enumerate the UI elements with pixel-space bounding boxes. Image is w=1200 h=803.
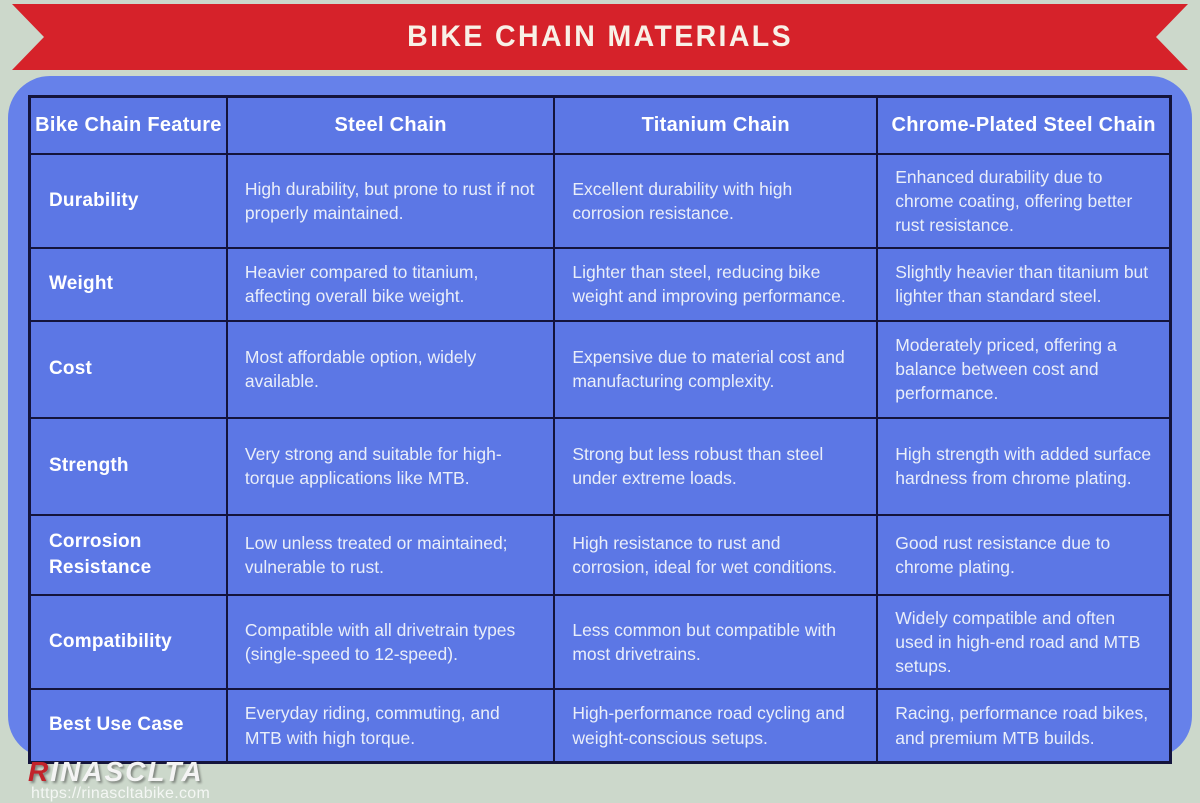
- titanium-chain-cell: Lighter than steel, reducing bike weight…: [553, 246, 879, 322]
- steel-chain-cell: High durability, but prone to rust if no…: [225, 152, 556, 249]
- feature-label: Best Use Case: [28, 688, 228, 764]
- titanium-chain-cell: High-performance road cycling and weight…: [553, 688, 879, 764]
- table-row: Best Use Case Everyday riding, commuting,…: [28, 688, 1172, 764]
- feature-label: Compatibility: [28, 593, 228, 691]
- feature-label: Durability: [28, 152, 228, 249]
- steel-chain-cell: Compatible with all drivetrain types (si…: [225, 593, 556, 691]
- steel-chain-cell: Heavier compared to titanium, affecting …: [225, 246, 556, 322]
- feature-label: Corrosion Resistance: [28, 513, 228, 596]
- column-header-feature: Bike Chain Feature: [28, 95, 228, 155]
- table-row: Weight Heavier compared to titanium, affe…: [28, 246, 1172, 322]
- brand-logo-initial: R: [28, 756, 51, 787]
- chrome-chain-cell: Slightly heavier than titanium but light…: [876, 246, 1172, 322]
- steel-chain-cell: Everyday riding, commuting, and MTB with…: [225, 688, 556, 764]
- column-header-chrome: Chrome-Plated Steel Chain: [876, 95, 1172, 155]
- feature-label: Weight: [28, 246, 228, 322]
- table-row: Durability High durability, but prone to …: [28, 152, 1172, 249]
- comparison-table: Bike Chain Feature Steel Chain Titanium …: [28, 95, 1172, 764]
- feature-label: Strength: [28, 416, 228, 516]
- chrome-chain-cell: Widely compatible and often used in high…: [876, 593, 1172, 691]
- brand-logo-text: INASCLTA: [50, 756, 204, 787]
- column-header-steel: Steel Chain: [225, 95, 556, 155]
- chrome-chain-cell: Moderately priced, offering a balance be…: [876, 319, 1172, 419]
- steel-chain-cell: Very strong and suitable for high-torque…: [225, 416, 556, 516]
- table-row: Strength Very strong and suitable for hig…: [28, 416, 1172, 516]
- table-panel: Bike Chain Feature Steel Chain Titanium …: [8, 76, 1192, 764]
- table-row: Corrosion Resistance Low unless treated o…: [28, 513, 1172, 596]
- titanium-chain-cell: Less common but compatible with most dri…: [553, 593, 879, 691]
- titanium-chain-cell: Excellent durability with high corrosion…: [553, 152, 879, 249]
- page-title: BIKE CHAIN MATERIALS: [407, 20, 793, 53]
- chrome-chain-cell: Racing, performance road bikes, and prem…: [876, 688, 1172, 764]
- chrome-chain-cell: High strength with added surface hardnes…: [876, 416, 1172, 516]
- column-header-titanium: Titanium Chain: [553, 95, 879, 155]
- table-row: Cost Most affordable option, widely avail…: [28, 319, 1172, 419]
- table-header-row: Bike Chain Feature Steel Chain Titanium …: [28, 95, 1172, 155]
- table-row: Compatibility Compatible with all drivetr…: [28, 593, 1172, 691]
- chrome-chain-cell: Enhanced durability due to chrome coatin…: [876, 152, 1172, 249]
- titanium-chain-cell: High resistance to rust and corrosion, i…: [553, 513, 879, 596]
- chrome-chain-cell: Good rust resistance due to chrome plati…: [876, 513, 1172, 596]
- steel-chain-cell: Most affordable option, widely available…: [225, 319, 556, 419]
- website-url: https://rinascltabike.com: [31, 785, 211, 802]
- title-banner-ribbon: BIKE CHAIN MATERIALS: [12, 4, 1188, 70]
- steel-chain-cell: Low unless treated or maintained; vulner…: [225, 513, 556, 596]
- titanium-chain-cell: Expensive due to material cost and manuf…: [553, 319, 879, 419]
- feature-label: Cost: [28, 319, 228, 419]
- titanium-chain-cell: Strong but less robust than steel under …: [553, 416, 879, 516]
- brand-logo: RINASCLTA: [28, 756, 204, 788]
